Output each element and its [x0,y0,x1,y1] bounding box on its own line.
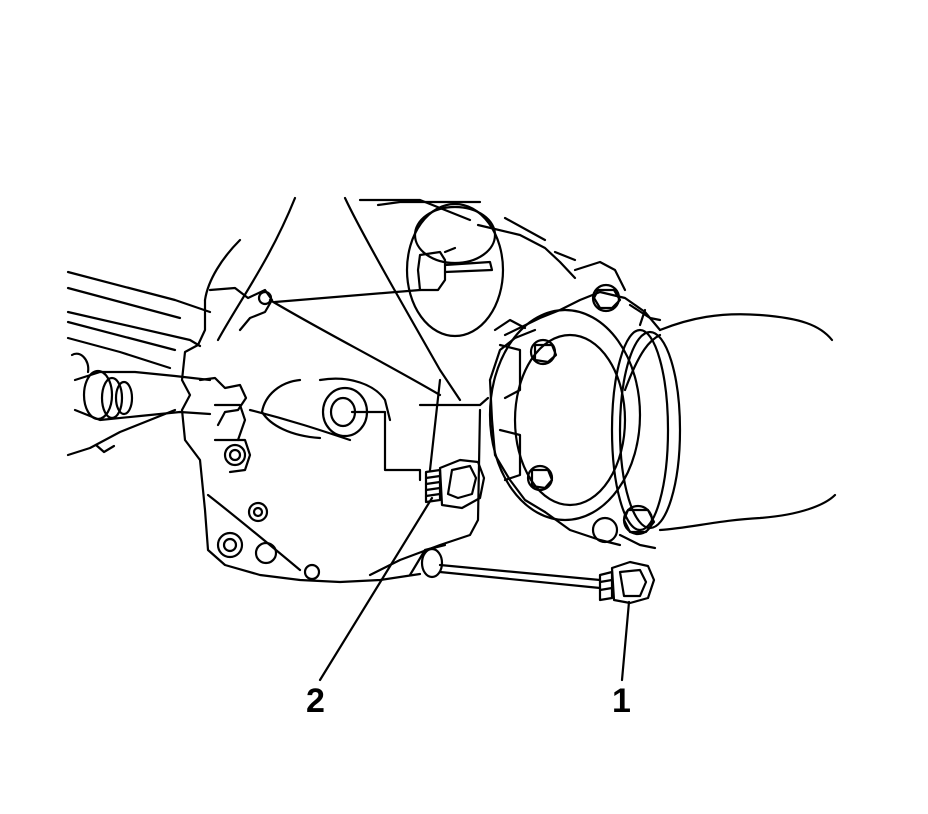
axle-vent-cylinder [376,200,577,338]
pinion-flange [488,250,662,550]
leader-line-2 [318,496,434,682]
callout-leader-lines [318,496,631,682]
driveshaft-yoke [610,313,837,532]
callout-label-1: 1 [612,682,631,720]
drain-plug-bolt [424,458,486,510]
differential-housing [180,196,490,584]
leader-line-1 [620,600,631,682]
fill-plug-bolt [408,543,656,605]
left-axle-tube [66,270,212,457]
callout-label-2: 2 [306,682,325,720]
